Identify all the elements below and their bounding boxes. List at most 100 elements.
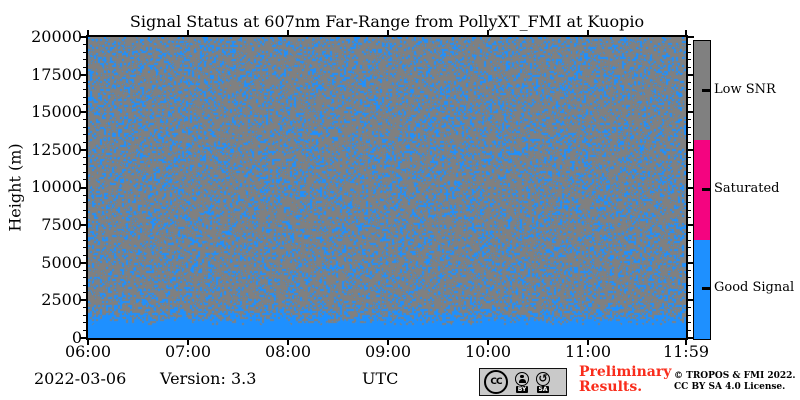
copyright-line1: © TROPOS & FMI 2022. [674, 371, 796, 381]
cc-logo-icon: CC [484, 370, 508, 394]
axis-tick [688, 232, 691, 234]
colorbar-segment-saturated [694, 140, 710, 240]
axis-tick [83, 134, 86, 136]
x-tick-label: 09:00 [364, 342, 412, 361]
axis-tick [83, 119, 86, 121]
axis-tick [688, 247, 691, 249]
axis-tick [487, 30, 489, 35]
axis-tick [83, 232, 86, 234]
signal-status-canvas [88, 37, 686, 338]
axis-tick [287, 30, 289, 35]
axis-tick [83, 51, 86, 53]
x-tick-label: 10:00 [464, 342, 512, 361]
copyright-line2: CC BY SA 4.0 License. [674, 382, 786, 392]
colorbar-segment-low-snr [694, 41, 710, 141]
axis-tick [688, 299, 694, 302]
axis-tick [688, 111, 694, 114]
axis-tick [83, 277, 86, 279]
axis-tick [688, 179, 691, 181]
axis-tick [83, 141, 86, 143]
axis-tick [688, 96, 691, 98]
axis-tick [83, 329, 86, 331]
axis-tick [685, 340, 687, 345]
axis-tick [688, 314, 691, 316]
axis-tick [83, 164, 86, 166]
axis-tick [83, 322, 86, 324]
axis-tick [688, 126, 691, 128]
axis-tick [83, 217, 86, 219]
axis-tick [83, 59, 86, 61]
axis-tick [83, 171, 86, 173]
axis-tick [688, 81, 691, 83]
y-tick-label: 10000 [31, 177, 82, 196]
axis-tick [83, 81, 86, 83]
preliminary-line1: Preliminary [579, 364, 672, 380]
axis-tick [688, 148, 694, 151]
axis-tick [87, 340, 89, 345]
axis-tick [87, 30, 89, 35]
x-tick-label: 08:00 [264, 342, 312, 361]
preliminary-line2: Results. [579, 379, 643, 395]
axis-tick [80, 73, 86, 76]
axis-tick [83, 104, 86, 106]
axis-tick [587, 30, 589, 35]
axis-tick [80, 261, 86, 264]
axis-tick [688, 269, 691, 271]
axis-tick [83, 314, 86, 316]
x-tick-label: 07:00 [164, 342, 212, 361]
axis-tick [83, 269, 86, 271]
cc-by-label: BY [515, 385, 529, 393]
version-label: Version: 3.3 [160, 369, 257, 388]
axis-tick [83, 89, 86, 91]
cc-sa-label: SA [536, 385, 550, 393]
colorbar [693, 40, 711, 340]
axis-tick [688, 217, 691, 219]
y-tick-label: 0 [71, 328, 82, 347]
axis-tick [688, 186, 694, 189]
axis-tick [83, 44, 86, 46]
axis-tick [83, 254, 86, 256]
axis-tick [587, 340, 589, 345]
axis-tick [387, 340, 389, 345]
axis-tick [83, 247, 86, 249]
date-label: 2022-03-06 [34, 369, 127, 388]
axis-tick [688, 73, 694, 76]
axis-tick [83, 96, 86, 98]
axis-tick [487, 340, 489, 345]
axis-tick [688, 134, 691, 136]
axis-tick [80, 299, 86, 302]
axis-tick [688, 119, 691, 121]
copyright-note: © TROPOS & FMI 2022. CC BY SA 4.0 Licens… [674, 371, 796, 393]
x-tick-label: 06:00 [64, 342, 112, 361]
axis-tick [685, 30, 687, 35]
axis-tick [688, 202, 691, 204]
axis-tick [80, 186, 86, 189]
y-tick-label: 5000 [41, 253, 82, 272]
axis-tick [83, 156, 86, 158]
y-tick-label: 15000 [31, 102, 82, 121]
axis-tick [83, 126, 86, 128]
axis-tick [80, 224, 86, 227]
preliminary-results-note: Preliminary Results. [579, 365, 671, 395]
axis-tick [688, 89, 691, 91]
colorbar-segment-good-signal [694, 239, 710, 339]
cc-license-badge: CC BY ↺ SA [479, 368, 567, 396]
colorbar-label-low-snr: Low SNR [714, 82, 776, 97]
axis-tick [187, 340, 189, 345]
axis-tick [688, 51, 691, 53]
axis-tick [287, 340, 289, 345]
y-tick-label: 17500 [31, 65, 82, 84]
axis-tick [688, 337, 694, 339]
axis-tick [80, 36, 86, 38]
y-tick-label: 20000 [31, 27, 82, 46]
axis-tick [688, 277, 691, 279]
axis-tick [80, 111, 86, 114]
axis-tick [83, 194, 86, 196]
axis-tick [83, 209, 86, 211]
axis-tick [688, 292, 691, 294]
axis-tick [688, 329, 691, 331]
x-tick-label: 11:00 [564, 342, 612, 361]
axis-tick [688, 284, 691, 286]
axis-tick [387, 30, 389, 35]
